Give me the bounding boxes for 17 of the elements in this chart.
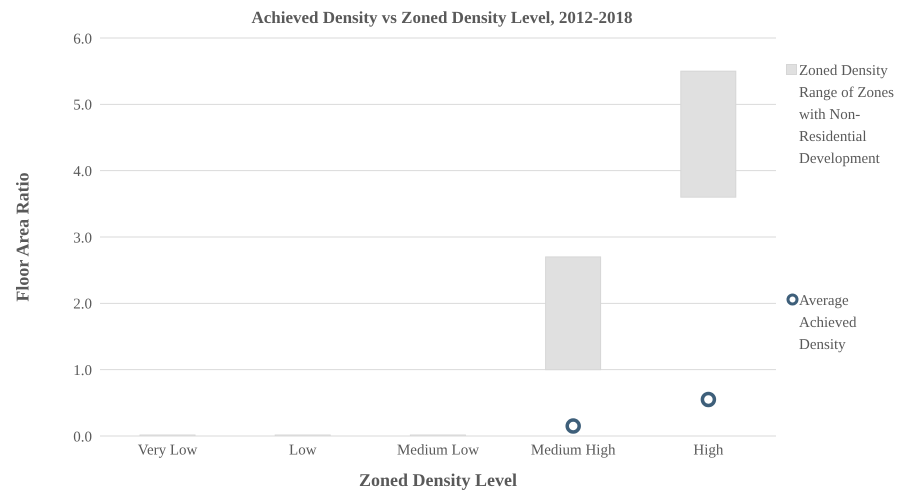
y-axis-title: Floor Area Ratio bbox=[12, 172, 32, 302]
x-tick-label: High bbox=[693, 442, 724, 459]
y-tick-label: 5.0 bbox=[73, 98, 92, 114]
chart-title: Achieved Density vs Zoned Density Level, 2012-2018 bbox=[250, 8, 634, 28]
x-axis-title: Zoned Density Level bbox=[358, 470, 518, 490]
y-tick-label: 1.0 bbox=[73, 362, 92, 379]
x-tick-label: Very Low bbox=[138, 442, 198, 459]
y-tick-label: 3.0 bbox=[73, 230, 92, 246]
y-tick-label: 4.0 bbox=[73, 164, 92, 180]
x-tick-label: Medium High bbox=[530, 442, 616, 459]
x-tick-label: Medium Low bbox=[396, 442, 480, 459]
y-tick-label: 0.0 bbox=[73, 429, 92, 446]
legend-label: Average Achieved Density bbox=[799, 292, 858, 355]
legend-label: Zoned Density Range of Zones with Non-Residential Development bbox=[799, 62, 895, 169]
y-tick-label: 2.0 bbox=[73, 296, 92, 313]
x-tick-label: Low bbox=[289, 442, 317, 459]
y-tick-label: 6.0 bbox=[73, 31, 92, 48]
